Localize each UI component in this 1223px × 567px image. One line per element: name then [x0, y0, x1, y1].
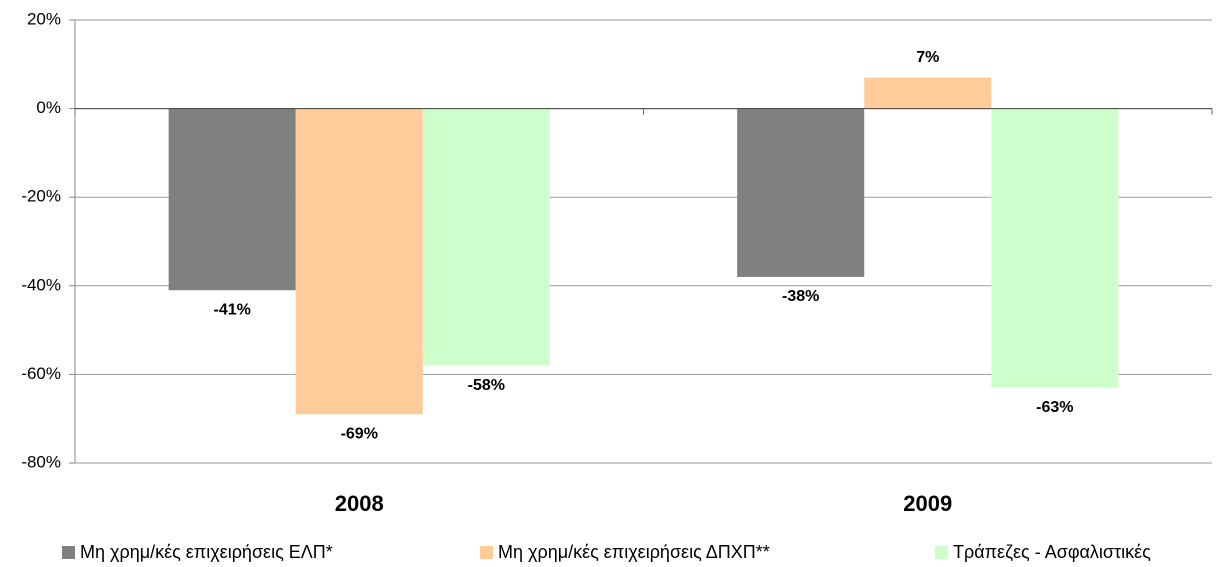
- bar: [991, 108, 1119, 388]
- value-label: -38%: [782, 288, 819, 305]
- legend-swatch: [480, 546, 493, 559]
- value-label: -63%: [1036, 399, 1073, 416]
- legend-label: Μη χρημ/κές επιχειρήσεις ΔΠΧΠ**: [498, 542, 770, 562]
- value-label: -41%: [214, 301, 251, 318]
- y-tick-label: -60%: [21, 364, 61, 383]
- value-label: -58%: [468, 377, 505, 394]
- x-tick-label: 2009: [903, 491, 952, 516]
- y-tick-label: -40%: [21, 275, 61, 294]
- legend-label: Μη χρημ/κές επιχειρήσεις ΕΛΠ*: [80, 542, 333, 562]
- bar: [422, 108, 550, 366]
- bar: [295, 108, 423, 415]
- y-tick-label: -80%: [21, 452, 61, 471]
- bar: [864, 77, 992, 109]
- y-tick-label: -20%: [21, 187, 61, 206]
- value-label: 7%: [916, 49, 939, 66]
- y-tick-label: 20%: [27, 9, 61, 28]
- y-tick-label: 0%: [36, 98, 61, 117]
- value-label: -69%: [341, 425, 378, 442]
- legend-label: Τράπεζες - Ασφαλιστικές: [953, 542, 1151, 562]
- x-tick-label: 2008: [335, 491, 384, 516]
- legend-swatch: [62, 546, 75, 559]
- legend-swatch: [935, 546, 948, 559]
- bar: [737, 108, 865, 277]
- bar: [168, 108, 296, 291]
